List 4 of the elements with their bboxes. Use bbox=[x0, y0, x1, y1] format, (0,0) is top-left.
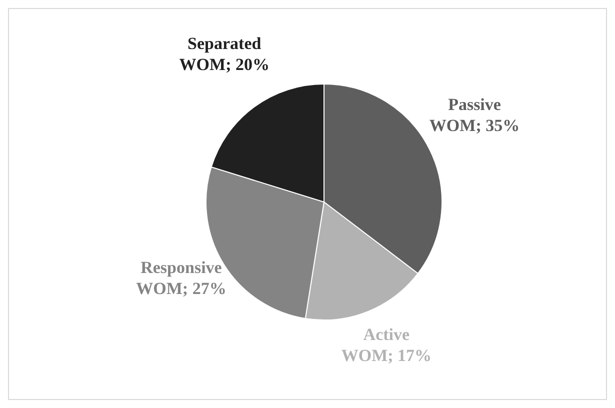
slice-label: Responsive WOM; 27% bbox=[135, 257, 228, 300]
slice-label: Passive WOM; 35% bbox=[428, 94, 521, 136]
slice-label: Active WOM; 17% bbox=[340, 324, 433, 366]
slice-label: Separated WOM; 20% bbox=[178, 33, 270, 76]
